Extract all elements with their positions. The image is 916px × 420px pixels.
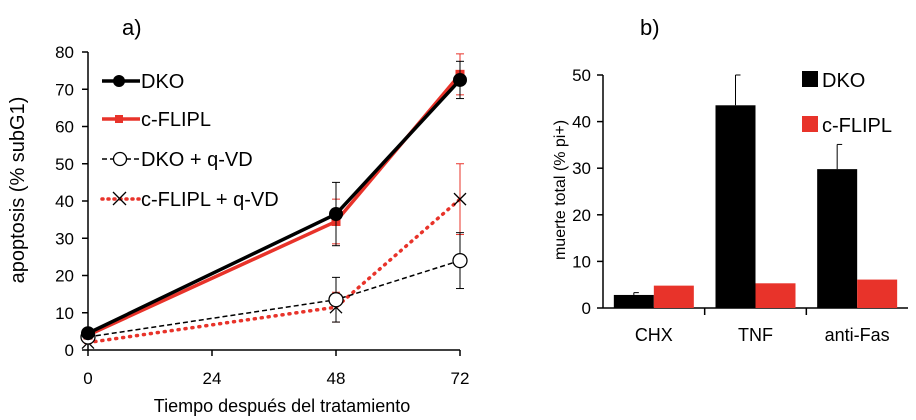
data-point bbox=[453, 72, 467, 87]
series-line bbox=[86, 197, 462, 345]
x-tick-label: 0 bbox=[83, 369, 92, 388]
y-tick-label: 30 bbox=[55, 229, 74, 248]
legend-item-c-flipl-qvd: c-FLIPL + q-VD bbox=[100, 189, 279, 211]
bar-anti-fas bbox=[817, 169, 858, 308]
x-tick-label: 72 bbox=[451, 369, 470, 388]
bar-chx bbox=[653, 285, 694, 308]
legend-marker-cross bbox=[112, 191, 127, 206]
series-line bbox=[87, 259, 461, 338]
data-point bbox=[81, 326, 95, 341]
legend-label-dko: DKO bbox=[141, 71, 184, 93]
panel-a-legend: DKO c-FLIPL DKO + q-VD c-FLIPL + q-VD bbox=[100, 71, 279, 211]
panel-a-label: a) bbox=[122, 15, 142, 40]
x-tick-label: TNF bbox=[738, 325, 773, 345]
bar-anti-fas bbox=[857, 279, 898, 308]
y-tick-label: 0 bbox=[582, 299, 591, 318]
legend-item-dko-qvd: DKO + q-VD bbox=[102, 149, 253, 171]
y-tick-label: 60 bbox=[55, 118, 74, 137]
y-tick-label: 40 bbox=[55, 192, 74, 211]
x-tick-label: anti-Fas bbox=[825, 325, 890, 345]
y-tick-label: 70 bbox=[55, 80, 74, 99]
series-dko-q-vd bbox=[80, 232, 468, 345]
legend-marker-square bbox=[115, 115, 123, 123]
panel-a-series bbox=[80, 53, 468, 350]
legend-marker-open-circle bbox=[112, 151, 128, 167]
legend-marker-filled-circle bbox=[113, 75, 125, 87]
y-tick-label: 40 bbox=[572, 113, 591, 132]
panel-a-y-axis-label: apoptosis (% subG1) bbox=[7, 97, 29, 284]
panel-b-y-axis-label: muerte total (% pi+) bbox=[552, 120, 569, 260]
legend-swatch-dko bbox=[802, 71, 818, 87]
panel-b-x-labels: CHX TNF anti-Fas bbox=[635, 308, 890, 345]
x-tick-label: CHX bbox=[635, 325, 673, 345]
y-tick-label: 50 bbox=[572, 66, 591, 85]
panel-a: a) 0 10 20 30 40 50 60 70 80 0 24 48 72 apoptosis (… bbox=[7, 15, 469, 416]
panel-a-x-ticks: 0 24 48 72 bbox=[83, 350, 469, 388]
y-tick-label: 10 bbox=[572, 252, 591, 271]
panel-b-bars bbox=[613, 74, 898, 308]
legend-label-dko-qvd: DKO + q-VD bbox=[141, 149, 253, 171]
panel-b-legend: DKO c-FLIPL bbox=[802, 70, 892, 137]
legend-label-dko: DKO bbox=[822, 70, 865, 92]
data-point bbox=[453, 192, 467, 206]
y-tick-label: 50 bbox=[55, 155, 74, 174]
panel-a-x-axis-label: Tiempo después del tratamiento bbox=[154, 396, 410, 416]
legend-item-c-flipl: c-FLIPL bbox=[102, 109, 211, 131]
legend-swatch-c-flipl bbox=[802, 116, 818, 132]
legend-item-dko: DKO bbox=[102, 71, 184, 93]
x-tick-label: 24 bbox=[203, 369, 222, 388]
panel-a-y-ticks: 0 10 20 30 40 50 60 70 80 bbox=[55, 43, 88, 360]
panel-b: b) 0 10 20 30 40 50 muerte total (% pi+) CHX T… bbox=[552, 15, 908, 345]
legend-item-dko: DKO bbox=[802, 70, 865, 92]
x-tick-label: 48 bbox=[327, 369, 346, 388]
data-point bbox=[329, 207, 343, 222]
panel-b-label: b) bbox=[640, 15, 660, 40]
legend-label-c-flipl: c-FLIPL bbox=[141, 109, 211, 131]
bar-chx bbox=[613, 294, 654, 308]
y-tick-label: 0 bbox=[65, 341, 74, 360]
y-tick-label: 20 bbox=[55, 267, 74, 286]
y-tick-label: 30 bbox=[572, 159, 591, 178]
data-point bbox=[452, 252, 468, 269]
panel-b-y-ticks: 0 10 20 30 40 50 bbox=[572, 66, 603, 318]
y-tick-label: 10 bbox=[55, 304, 74, 323]
bar-tnf bbox=[755, 283, 796, 308]
bar-tnf bbox=[715, 105, 756, 308]
y-tick-label: 20 bbox=[572, 206, 591, 225]
y-tick-label: 80 bbox=[55, 43, 74, 62]
series-dko bbox=[81, 60, 467, 341]
legend-label-c-flipl-qvd: c-FLIPL + q-VD bbox=[141, 189, 279, 211]
legend-label-c-flipl: c-FLIPL bbox=[822, 115, 892, 137]
legend-item-c-flipl: c-FLIPL bbox=[802, 115, 892, 137]
data-point bbox=[328, 292, 344, 308]
